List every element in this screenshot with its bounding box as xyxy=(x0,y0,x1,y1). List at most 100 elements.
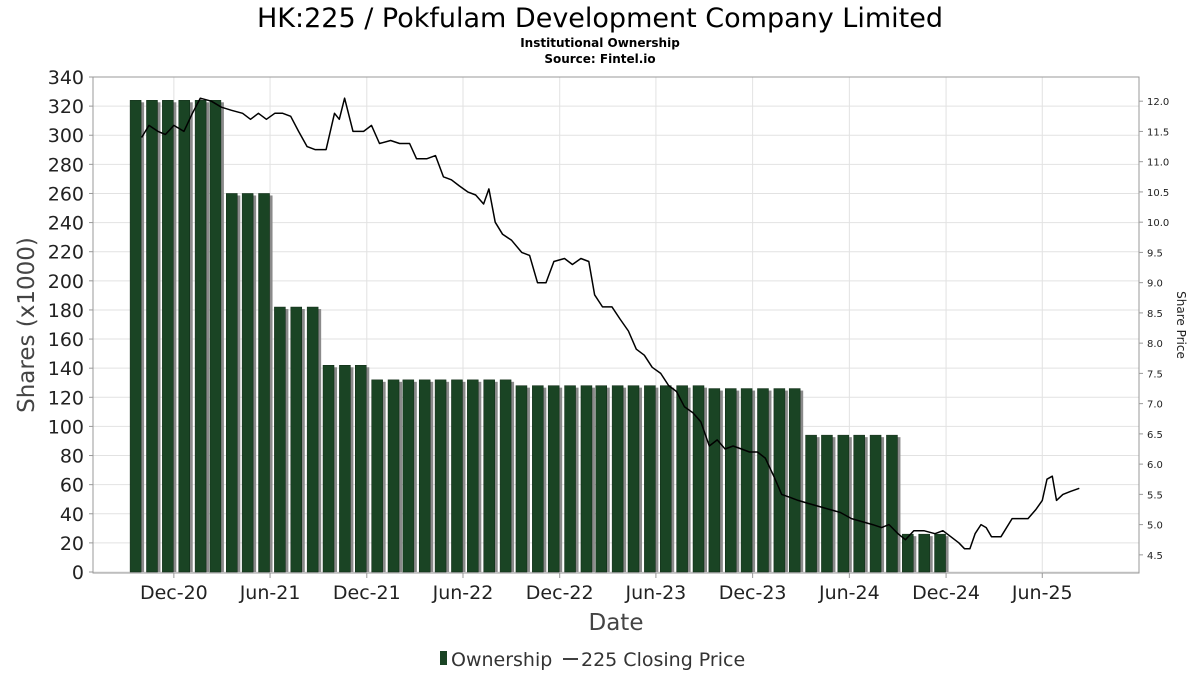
y-tick-label-5: 100 xyxy=(48,416,84,438)
ownership-bar-34 xyxy=(676,385,688,573)
x-tick-label-8: Dec-24 xyxy=(912,582,980,604)
y2-tick-label-4: 6.5 xyxy=(1147,430,1163,441)
x-axis-label: Date xyxy=(589,610,644,636)
legend-ownership-label: Ownership xyxy=(451,649,552,671)
ownership-bar-9 xyxy=(274,306,286,573)
ownership-bar-24 xyxy=(515,385,528,573)
ownership-bar-8 xyxy=(258,193,270,573)
y2-tick-label-5: 7.0 xyxy=(1147,400,1163,411)
ownership-bar-37 xyxy=(724,388,737,573)
ownership-bar-26 xyxy=(547,385,560,573)
ownership-bar-41 xyxy=(788,388,801,573)
ownership-bar-38 xyxy=(740,388,753,573)
ownership-bar-21 xyxy=(467,379,479,573)
plot-frame xyxy=(92,76,1140,574)
ownership-bar-43 xyxy=(821,434,833,573)
x-tick-label-4: Dec-22 xyxy=(526,582,594,604)
ownership-bar-30 xyxy=(611,385,624,573)
y-tick-label-7: 140 xyxy=(48,358,84,380)
y-tick-label-4: 80 xyxy=(60,446,84,468)
x-tick-label-3: Jun-22 xyxy=(432,582,494,604)
y2-tick-label-0: 4.5 xyxy=(1147,551,1163,562)
y2-tick-label-1: 5.0 xyxy=(1147,521,1163,532)
price-line-layer xyxy=(140,97,1080,550)
right-y-axis: 4.5 5.0 5.5 6.0 6.5 7.0 7.5 8.0 8.5 9.0 9.5 10.0 10.… xyxy=(1139,97,1169,562)
ownership-bar-49 xyxy=(918,533,930,573)
ownership-bar-15 xyxy=(371,379,383,573)
ownership-bar-10 xyxy=(290,306,303,573)
legend: Ownership 225 Closing Price xyxy=(440,649,745,671)
y-tick-label-16: 320 xyxy=(48,96,84,118)
ownership-bar-3 xyxy=(178,100,190,573)
x-tick-label-7: Jun-24 xyxy=(818,582,880,604)
ownership-bar-2 xyxy=(162,100,174,573)
y2-tick-label-13: 11.0 xyxy=(1147,158,1169,169)
ownership-bar-31 xyxy=(627,385,640,573)
y2-tick-label-6: 7.5 xyxy=(1147,369,1163,380)
ownership-bar-25 xyxy=(532,385,544,573)
ownership-bar-33 xyxy=(659,385,672,573)
ownership-bar-35 xyxy=(692,385,705,573)
y-tick-label-17: 340 xyxy=(48,67,84,89)
y-tick-label-10: 200 xyxy=(48,271,84,293)
x-tick-label-9: Jun-25 xyxy=(1011,582,1073,604)
x-tick-label-2: Dec-21 xyxy=(333,582,401,604)
legend-price-label: 225 Closing Price xyxy=(581,649,745,671)
y-tick-label-3: 60 xyxy=(60,475,84,497)
ownership-bar-32 xyxy=(644,385,656,573)
y-tick-label-11: 220 xyxy=(48,242,84,264)
ownership-bar-0 xyxy=(129,100,142,573)
legend-ownership-swatch xyxy=(440,651,447,665)
ownership-bar-44 xyxy=(837,434,850,573)
ownership-bar-6 xyxy=(226,193,238,573)
ownership-bar-20 xyxy=(451,379,463,573)
ownership-bar-23 xyxy=(499,379,512,573)
ownership-bar-14 xyxy=(355,365,367,573)
y2-tick-label-3: 6.0 xyxy=(1147,460,1163,471)
y2-tick-label-7: 8.0 xyxy=(1147,339,1163,350)
x-tick-label-1: Jun-21 xyxy=(239,582,301,604)
y-tick-label-8: 160 xyxy=(48,329,84,351)
ownership-bar-28 xyxy=(580,385,593,573)
y2-tick-label-11: 10.0 xyxy=(1147,218,1169,229)
ownership-bar-50 xyxy=(934,533,946,573)
ownership-bar-16 xyxy=(387,379,400,573)
y2-tick-label-12: 10.5 xyxy=(1147,188,1169,199)
ownership-bar-12 xyxy=(322,365,335,573)
ownership-bar-22 xyxy=(483,379,495,573)
ownership-bar-5 xyxy=(209,100,222,573)
ownership-bars xyxy=(129,100,949,573)
ownership-bar-27 xyxy=(564,385,576,573)
y2-tick-label-9: 9.0 xyxy=(1147,279,1163,290)
y-tick-label-6: 120 xyxy=(48,387,84,409)
y2-axis-label: Share Price xyxy=(1174,291,1188,359)
y-tick-label-15: 300 xyxy=(48,125,84,147)
ownership-bar-36 xyxy=(708,388,721,573)
y-axis-label: Shares (x1000) xyxy=(14,237,40,413)
ownership-bar-4 xyxy=(194,100,207,573)
x-tick-label-0: Dec-20 xyxy=(140,582,208,604)
y-tick-label-12: 240 xyxy=(48,213,84,235)
ownership-bar-40 xyxy=(773,388,786,573)
ownership-bar-17 xyxy=(402,379,415,573)
chart-subtitle: Institutional Ownership xyxy=(520,36,680,50)
ownership-bar-45 xyxy=(853,434,865,573)
ownership-bar-47 xyxy=(886,434,898,573)
x-axis: Dec-20 Jun-21 Dec-21 Jun-22 Dec-22 Jun-23 Dec-… xyxy=(140,573,1073,604)
x-tick-label-5: Jun-23 xyxy=(625,582,687,604)
chart-source: Source: Fintel.io xyxy=(544,52,655,66)
ownership-bar-1 xyxy=(146,100,158,573)
ownership-bar-48 xyxy=(902,533,914,573)
x-tick-label-6: Dec-23 xyxy=(719,582,787,604)
chart-title: HK:225 / Pokfulam Development Company Li… xyxy=(257,3,943,34)
ownership-bar-46 xyxy=(869,434,882,573)
ownership-bar-29 xyxy=(595,385,608,573)
price-line xyxy=(140,97,1080,550)
ownership-bar-18 xyxy=(418,379,431,573)
y2-tick-label-2: 5.5 xyxy=(1147,490,1163,501)
y2-tick-label-14: 11.5 xyxy=(1147,127,1169,138)
y-tick-label-13: 260 xyxy=(48,183,84,205)
ownership-bar-13 xyxy=(339,365,351,573)
